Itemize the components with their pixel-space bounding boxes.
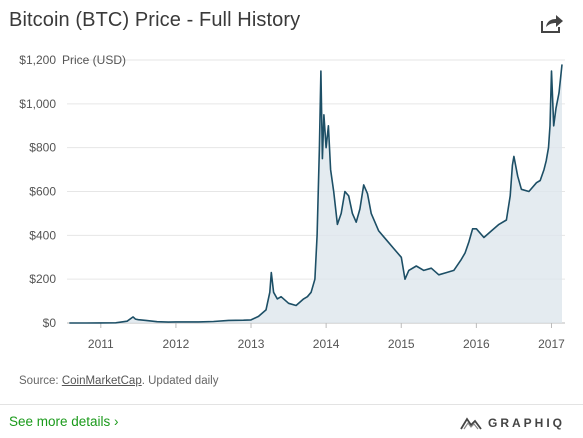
y-tick-label: $1,000 <box>19 97 56 111</box>
x-tick-label: 2016 <box>463 337 490 351</box>
source-suffix: . Updated daily <box>141 375 219 387</box>
y-tick-label: $600 <box>29 185 56 199</box>
y-tick-label: $0 <box>43 316 57 330</box>
source-prefix: Source: <box>19 375 62 387</box>
y-tick-label: $1,200 <box>19 53 56 67</box>
price-area <box>69 64 563 324</box>
y-tick-label: $800 <box>29 141 56 155</box>
x-tick-label: 2014 <box>313 337 340 351</box>
price-line <box>69 64 563 324</box>
x-tick-label: 2012 <box>163 337 190 351</box>
x-tick-label: 2017 <box>538 337 565 351</box>
price-chart: $0 $200 $400 $600 $800 $1,000 $1,200 2011 2012 2… <box>0 44 583 364</box>
brand-text: GRAPHIQ <box>488 416 566 430</box>
y-axis-label: Price (USD) <box>62 53 126 67</box>
share-button[interactable] <box>540 12 564 34</box>
x-tick-label: 2015 <box>388 337 415 351</box>
price-chart-svg: $0 $200 $400 $600 $800 $1,000 $1,200 2011 2012 2… <box>19 53 565 351</box>
y-tick-label: $200 <box>29 272 56 286</box>
graphiq-logo-icon <box>460 417 482 430</box>
footer-divider <box>0 404 583 405</box>
x-tick-label: 2013 <box>238 337 265 351</box>
share-icon <box>541 15 563 33</box>
x-tick-label: 2011 <box>88 337 114 351</box>
graphiq-brand[interactable]: GRAPHIQ <box>460 414 578 432</box>
page-title: Bitcoin (BTC) Price - Full History <box>9 9 301 31</box>
see-more-details-link[interactable]: See more details › <box>9 414 119 429</box>
source-link[interactable]: CoinMarketCap <box>61 375 142 387</box>
y-tick-label: $400 <box>29 228 56 242</box>
source-note: Source: CoinMarketCap. Updated daily <box>19 375 218 387</box>
